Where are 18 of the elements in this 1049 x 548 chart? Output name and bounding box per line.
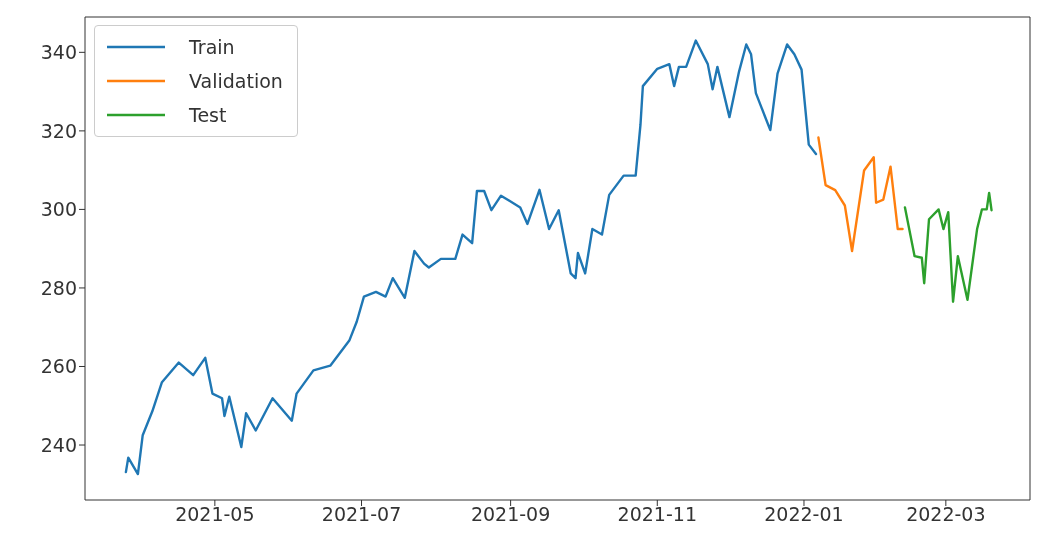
x-tick-label: 2022-03	[906, 503, 986, 526]
x-tick-label: 2021-09	[470, 503, 551, 526]
y-tick-label: 280	[40, 276, 77, 299]
line-series	[124, 39, 818, 476]
x-tick-label: 2021-11	[617, 503, 697, 526]
legend-label: Test	[189, 103, 227, 128]
line-series	[817, 136, 904, 253]
x-tick-label: 2021-05	[175, 503, 255, 526]
y-tick-label: 340	[40, 41, 77, 64]
legend-label: Validation	[189, 69, 283, 94]
y-tick-label: 300	[40, 198, 77, 221]
x-tick-label: 2022-01	[764, 503, 844, 526]
y-tick-label: 320	[40, 119, 77, 142]
y-tick-label: 260	[40, 355, 77, 378]
legend-label: Train	[189, 35, 235, 60]
x-tick-label: 2021-07	[321, 503, 402, 526]
line-series	[903, 191, 993, 303]
y-tick-label: 240	[40, 433, 77, 456]
